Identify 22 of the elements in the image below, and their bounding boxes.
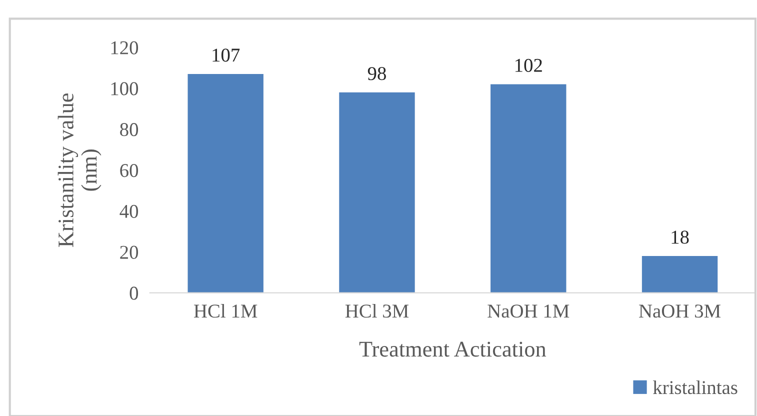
y-tick-label: 120 — [111, 41, 138, 54]
y-tick-label: 20 — [120, 246, 138, 259]
x-tick-label: HCl 3M — [345, 304, 409, 318]
y-tick-label: 100 — [111, 82, 138, 96]
bar — [490, 84, 566, 293]
data-label: 98 — [368, 67, 386, 80]
y-axis-title: Kristanility value (nm) — [58, 93, 102, 247]
x-tick-label: NaOH 1M — [488, 304, 570, 318]
y-tick-label: 0 — [130, 286, 138, 300]
data-label: 107 — [212, 48, 240, 62]
bar — [642, 256, 718, 293]
y-tick-label: 80 — [120, 123, 138, 136]
x-axis-title: Treatment Actication — [359, 342, 546, 357]
y-tick-label: 40 — [120, 204, 138, 218]
bar — [188, 74, 264, 293]
y-tick-label: 60 — [120, 164, 138, 178]
data-label: 18 — [672, 230, 689, 244]
legend-label: kristalintas — [653, 380, 738, 394]
bar — [339, 92, 415, 293]
data-label: 102 — [516, 58, 542, 72]
x-tick-label: HCl 1M — [194, 304, 258, 318]
x-tick-label: NaOH 3M — [639, 304, 721, 318]
